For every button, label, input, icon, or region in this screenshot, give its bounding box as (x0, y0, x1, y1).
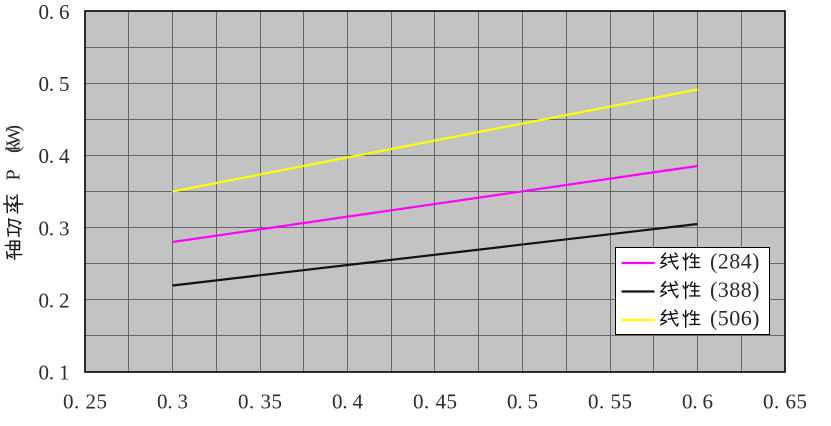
svg-text:(388): (388) (710, 277, 760, 302)
svg-text:0. 4: 0. 4 (39, 144, 71, 168)
svg-text:0. 3: 0. 3 (39, 216, 70, 240)
svg-text:0. 6: 0. 6 (682, 390, 713, 414)
svg-text:0. 55: 0. 55 (588, 390, 632, 414)
svg-text:0. 5: 0. 5 (507, 390, 538, 414)
svg-text:(284): (284) (710, 249, 760, 274)
svg-text:(506): (506) (710, 306, 760, 331)
svg-text:P: P (3, 169, 25, 180)
svg-text:0. 4: 0. 4 (332, 390, 364, 414)
svg-text:0. 1: 0. 1 (39, 361, 70, 385)
svg-text:0. 25: 0. 25 (63, 390, 107, 414)
svg-text:0. 3: 0. 3 (157, 390, 188, 414)
svg-text:0. 2: 0. 2 (39, 288, 70, 312)
svg-text:0. 65: 0. 65 (763, 390, 807, 414)
svg-text:(kW): (kW) (3, 125, 25, 153)
svg-text:0. 45: 0. 45 (413, 390, 457, 414)
svg-text:0. 5: 0. 5 (39, 72, 70, 96)
svg-text:0. 35: 0. 35 (238, 390, 282, 414)
svg-text:0. 6: 0. 6 (39, 0, 70, 24)
